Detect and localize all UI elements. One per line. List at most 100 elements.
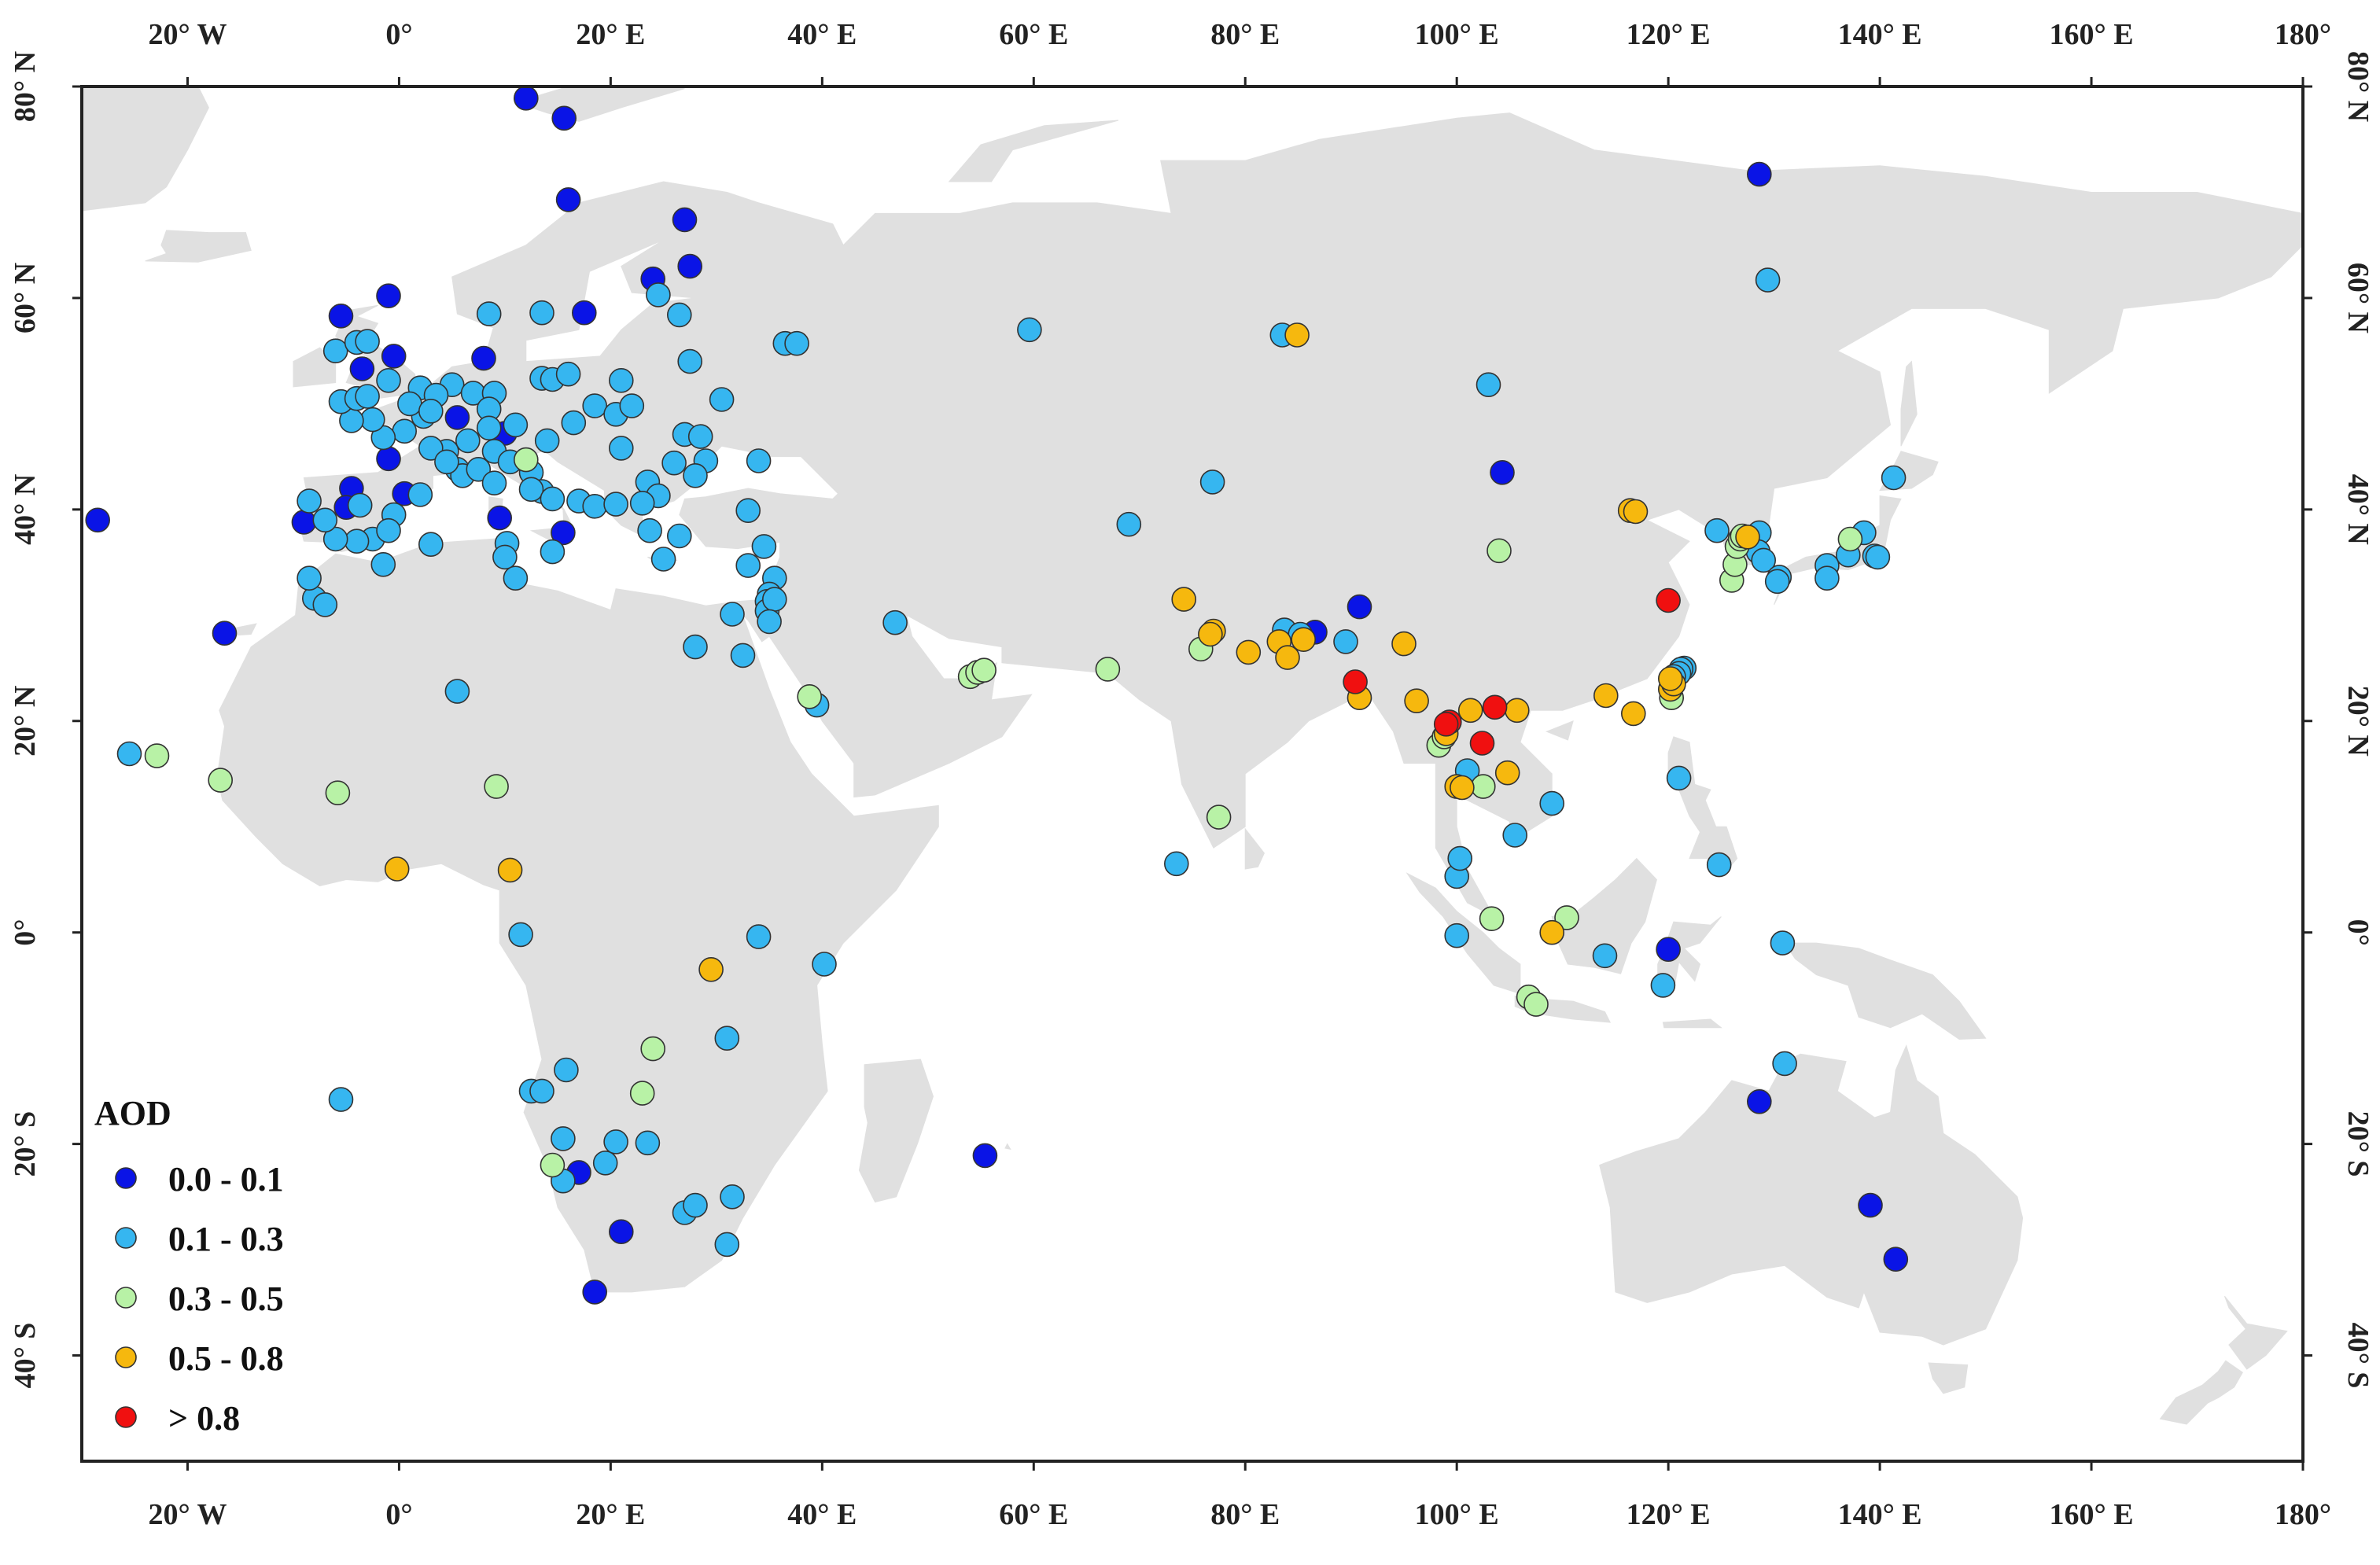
station-marker xyxy=(635,1130,661,1156)
x-tick-label-top: 40° E xyxy=(787,18,857,51)
station-marker xyxy=(513,447,539,473)
legend-title: AOD xyxy=(94,1094,171,1132)
station-marker xyxy=(297,488,322,514)
station-marker xyxy=(1433,711,1459,737)
station-marker xyxy=(1539,919,1564,945)
station-marker xyxy=(582,393,608,418)
y-tick-label-left: 40° N xyxy=(9,474,42,545)
station-marker xyxy=(554,1057,579,1083)
station-marker xyxy=(661,450,687,476)
land-shape xyxy=(858,1059,934,1203)
station-marker xyxy=(1482,694,1508,720)
station-marker xyxy=(1291,627,1316,653)
station-marker xyxy=(1206,805,1232,830)
land-shape xyxy=(2224,1295,2288,1370)
station-marker xyxy=(1770,930,1796,956)
legend: AOD 0.0 - 0.1 0.1 - 0.3 0.3 - 0.5 0.5 - 0.8… xyxy=(94,1094,284,1438)
x-tick-label-top: 80° E xyxy=(1210,18,1280,51)
station-marker xyxy=(1658,666,1683,691)
station-marker xyxy=(481,470,507,496)
station-marker xyxy=(1764,569,1790,595)
station-marker xyxy=(1471,774,1496,799)
station-marker xyxy=(1814,565,1840,591)
x-tick-label-bottom: 160° E xyxy=(2050,1498,2134,1531)
x-tick-label-bottom: 0° xyxy=(385,1498,412,1531)
station-marker xyxy=(608,436,634,461)
station-marker xyxy=(646,282,671,307)
station-marker xyxy=(551,105,577,131)
x-tick-label-top: 120° E xyxy=(1627,18,1711,51)
y-tick-label-left: 80° N xyxy=(9,51,42,122)
station-marker xyxy=(1747,161,1772,187)
land-shape xyxy=(145,230,252,263)
station-marker xyxy=(812,952,837,977)
land-shape xyxy=(1546,720,1574,741)
station-marker xyxy=(640,1036,666,1062)
station-marker xyxy=(328,303,354,329)
land-shape xyxy=(1900,360,1918,447)
land-shape xyxy=(1004,1143,1011,1151)
station-marker xyxy=(384,856,410,882)
legend-swatch xyxy=(115,1346,137,1368)
station-marker xyxy=(347,492,373,518)
y-tick-label-right: 0° xyxy=(2341,919,2374,946)
station-marker xyxy=(344,528,370,554)
station-marker xyxy=(1593,683,1619,709)
station-marker xyxy=(540,486,566,512)
station-marker xyxy=(1747,1089,1772,1114)
land-shape xyxy=(1928,1362,1969,1394)
station-marker xyxy=(1505,698,1530,724)
station-marker xyxy=(85,507,110,533)
station-marker xyxy=(1523,992,1549,1017)
station-marker xyxy=(1333,629,1358,654)
station-marker xyxy=(492,544,518,570)
station-marker xyxy=(608,1219,634,1244)
x-tick-label-bottom: 20° W xyxy=(148,1498,227,1531)
station-marker xyxy=(761,587,787,612)
x-tick-label-top: 20° E xyxy=(576,18,645,51)
station-marker xyxy=(540,539,566,565)
station-marker xyxy=(709,387,735,412)
x-tick-label-top: 180° xyxy=(2275,18,2331,51)
station-marker xyxy=(714,1232,740,1258)
x-tick-label-bottom: 40° E xyxy=(787,1498,857,1531)
station-marker xyxy=(212,620,238,646)
frame-border xyxy=(80,85,2304,1463)
station-marker xyxy=(746,448,772,473)
station-marker xyxy=(1656,587,1681,613)
station-marker xyxy=(1343,669,1368,694)
station-marker xyxy=(540,1152,566,1178)
station-marker xyxy=(434,449,459,475)
y-tick-label-left: 20° N xyxy=(9,686,42,757)
station-marker xyxy=(1347,594,1372,620)
station-marker xyxy=(312,592,338,617)
legend-item-label: 0.3 - 0.5 xyxy=(168,1280,284,1318)
station-marker xyxy=(116,741,142,767)
station-marker xyxy=(355,329,380,354)
station-marker xyxy=(555,187,581,212)
station-marker xyxy=(1457,698,1483,724)
legend-item-label: 0.0 - 0.1 xyxy=(168,1160,284,1199)
y-tick-label-left: 60° N xyxy=(9,263,42,333)
station-marker xyxy=(1490,459,1515,485)
station-marker xyxy=(328,1087,354,1112)
station-marker xyxy=(677,348,703,374)
station-marker xyxy=(1650,973,1676,998)
station-marker xyxy=(683,634,708,660)
map-frame xyxy=(80,85,2304,1463)
x-tick-label-bottom: 180° xyxy=(2275,1498,2331,1531)
station-marker xyxy=(666,302,692,328)
station-marker xyxy=(683,1192,708,1218)
station-marker xyxy=(735,498,761,524)
legend-item-label: 0.1 - 0.3 xyxy=(168,1220,284,1258)
station-marker xyxy=(720,602,745,627)
x-axis-top-labels: 20° W 0° 20° E 40° E 60° E 80° E 100° E 120° E 1… xyxy=(148,18,2331,51)
station-marker xyxy=(376,517,401,543)
land-shape xyxy=(2159,1360,2243,1425)
station-marker xyxy=(376,446,401,472)
legend-swatch xyxy=(115,1406,137,1428)
station-marker xyxy=(1494,760,1520,786)
station-marker xyxy=(418,436,444,461)
axis-ticks xyxy=(72,77,2312,1471)
